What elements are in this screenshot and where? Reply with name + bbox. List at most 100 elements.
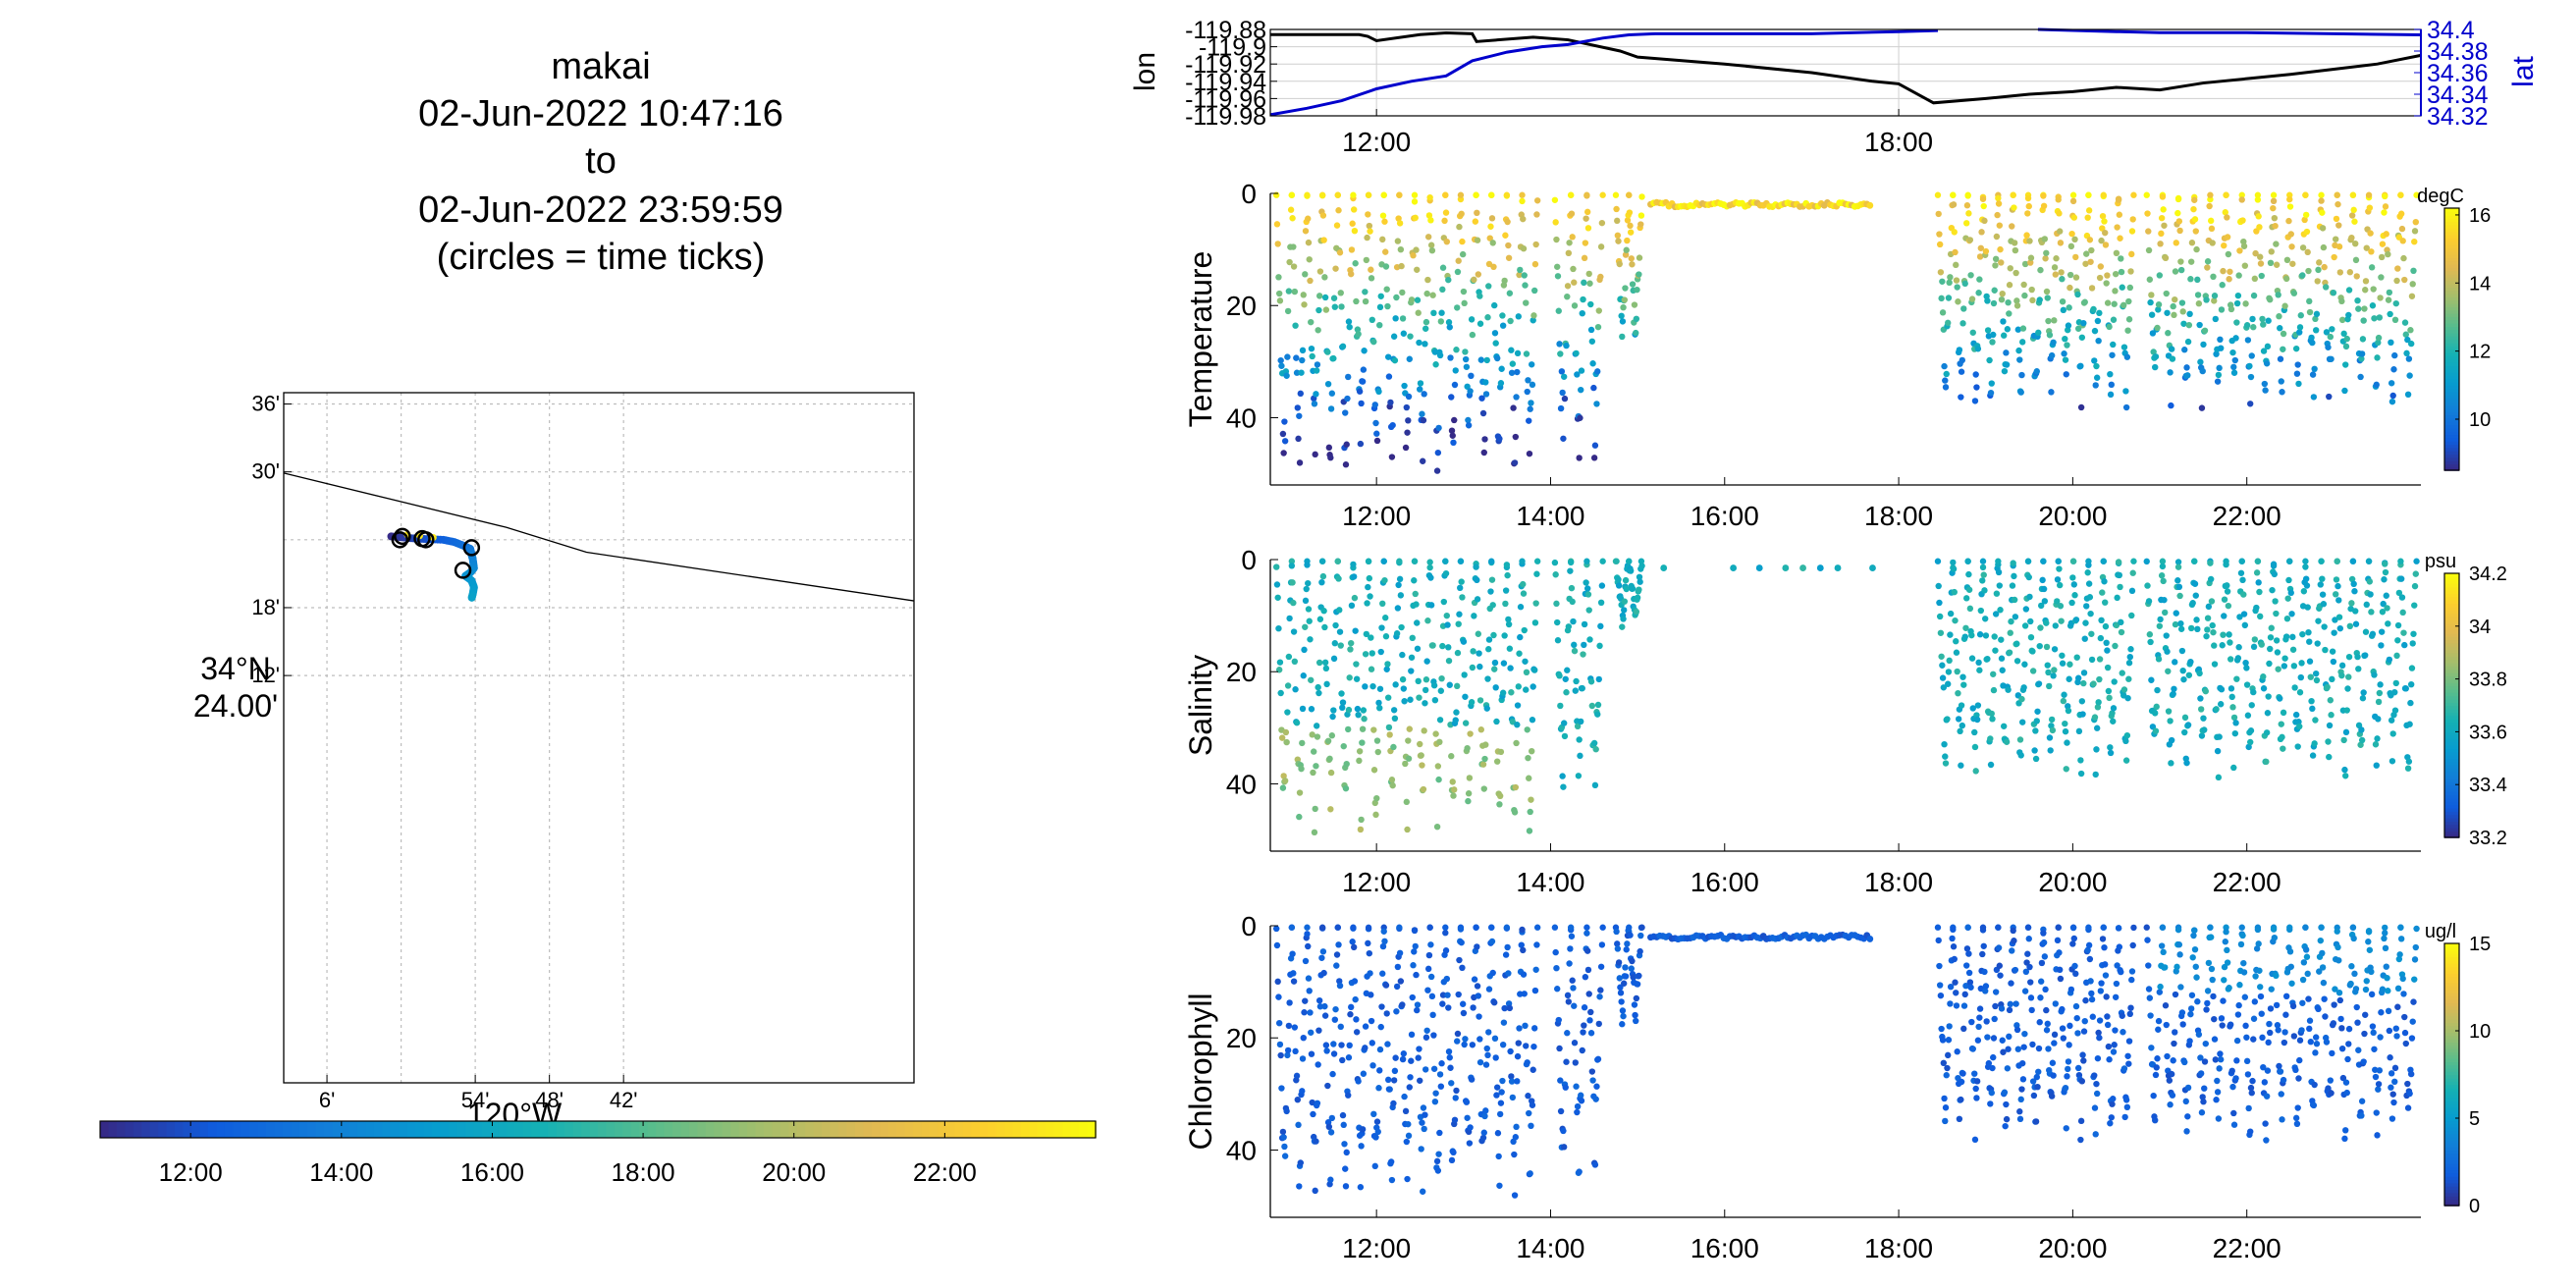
lat-tick-label: 34.38: [2427, 38, 2489, 66]
chlorophyll-colorbar-segment: [2444, 1133, 2459, 1138]
temperature-point: [1472, 218, 1479, 225]
temperature-point: [2285, 217, 2292, 225]
chlorophyll-point: [2368, 968, 2375, 976]
chlorophyll-point: [1462, 1036, 1469, 1043]
salinity-point: [2312, 717, 2319, 724]
chlorophyll-point: [1407, 1074, 1414, 1081]
chlorophyll-point: [1427, 973, 1435, 981]
chlorophyll-point: [2051, 1040, 2058, 1046]
chlorophyll-point: [2179, 1021, 2186, 1028]
salinity-point: [1282, 728, 1290, 736]
salinity-point: [2039, 576, 2046, 584]
chlorophyll-point: [1519, 926, 1526, 934]
temperature-point: [1584, 225, 1592, 232]
temperature-point: [2252, 249, 2259, 257]
temperature-colorbar-segment: [2444, 221, 2459, 226]
chlorophyll-point: [1624, 940, 1631, 947]
salinity-point: [1461, 671, 1468, 678]
temperature-point: [2147, 298, 2154, 306]
map-colorbar-segment: [680, 1121, 690, 1138]
chlorophyll-point: [2254, 926, 2262, 934]
chlorophyll-point: [1353, 1029, 1361, 1036]
temperature-point: [2181, 347, 2188, 353]
chlorophyll-point: [2154, 1055, 2161, 1062]
salinity-point: [1559, 773, 1566, 779]
temperature-point: [1576, 455, 1583, 461]
salinity-point: [1404, 826, 1411, 833]
chlorophyll-point: [1637, 932, 1644, 939]
temperature-point: [1633, 315, 1640, 323]
chlorophyll-point: [2107, 1120, 2114, 1127]
chlorophyll-point: [1627, 932, 1634, 939]
lat-tick-label: 34.36: [2427, 60, 2489, 87]
temperature-point: [2026, 238, 2033, 244]
temperature-x-tick-label: 18:00: [1864, 501, 1933, 531]
temperature-point: [2303, 228, 2311, 236]
salinity-point: [1507, 665, 1514, 671]
chlorophyll-point: [2169, 1092, 2176, 1099]
salinity-point: [2381, 576, 2388, 583]
chlorophyll-point: [1315, 1027, 1322, 1034]
chlorophyll-point: [2223, 924, 2229, 931]
salinity-point: [1421, 727, 1427, 734]
map-colorbar-segment: [507, 1121, 516, 1138]
chlorophyll-point: [1962, 962, 1970, 969]
temperature-point: [1397, 245, 1405, 253]
chlorophyll-point: [2081, 1017, 2088, 1025]
chlorophyll-point: [2062, 1084, 2069, 1092]
temperature-point: [2302, 211, 2310, 219]
temperature-point: [2267, 295, 2274, 303]
chlorophyll-point: [2319, 964, 2327, 971]
map-colorbar-segment: [930, 1121, 939, 1138]
chlorophyll-point: [1475, 993, 1482, 999]
chlorophyll-point: [1597, 963, 1605, 970]
salinity-point: [1636, 586, 1642, 593]
temperature-point: [1459, 238, 1466, 245]
temperature-point: [1439, 286, 1446, 294]
temperature-point: [1618, 312, 1625, 319]
salinity-point: [2388, 717, 2395, 724]
chlorophyll-point: [1953, 990, 1959, 996]
salinity-point: [1411, 577, 1418, 584]
salinity-colorbar-segment: [2444, 821, 2459, 826]
chlorophyll-point: [2172, 1029, 2178, 1036]
temperature-colorbar-segment: [2444, 267, 2459, 272]
chlorophyll-colorbar-segment: [2444, 1175, 2459, 1181]
salinity-point: [2087, 610, 2094, 617]
chlorophyll-point: [2230, 1121, 2238, 1128]
chlorophyll-point: [1439, 992, 1447, 998]
salinity-colorbar-segment: [2444, 616, 2459, 620]
temperature-point: [1598, 219, 1606, 227]
temperature-point: [1396, 220, 1404, 227]
chlorophyll-point: [2069, 940, 2076, 947]
chlorophyll-colorbar-segment: [2444, 1202, 2459, 1207]
temperature-point: [2319, 209, 2326, 216]
temperature-point: [2124, 327, 2131, 334]
temperature-point: [2270, 197, 2278, 205]
temperature-point: [2243, 322, 2251, 329]
salinity-point: [1934, 558, 1942, 564]
chlorophyll-colorbar-segment: [2444, 1169, 2459, 1174]
chlorophyll-point: [1379, 970, 1386, 977]
salinity-point: [2359, 695, 2367, 702]
chlorophyll-point: [2018, 1059, 2026, 1067]
chlorophyll-point: [1507, 1047, 1514, 1055]
temperature-colorbar-segment: [2444, 440, 2459, 446]
map-colorbar-segment: [581, 1121, 591, 1138]
map-colorbar-segment: [672, 1121, 682, 1138]
salinity-point: [1283, 738, 1290, 746]
temperature-point: [1866, 201, 1874, 209]
temperature-point: [1456, 223, 1463, 231]
map-colorbar-tick-label: 16:00: [460, 1157, 524, 1187]
temperature-point: [1451, 416, 1458, 424]
temperature-point: [2160, 206, 2167, 213]
salinity-point: [1300, 672, 1307, 679]
temperature-colorbar-segment: [2444, 247, 2459, 252]
chlorophyll-point: [1446, 1054, 1453, 1061]
temperature-point: [1464, 383, 1471, 390]
temperature-point: [1449, 432, 1456, 439]
salinity-point: [1596, 642, 1603, 650]
salinity-point: [1385, 724, 1393, 731]
chlorophyll-point: [1524, 1059, 1530, 1066]
chlorophyll-point: [2270, 926, 2278, 933]
